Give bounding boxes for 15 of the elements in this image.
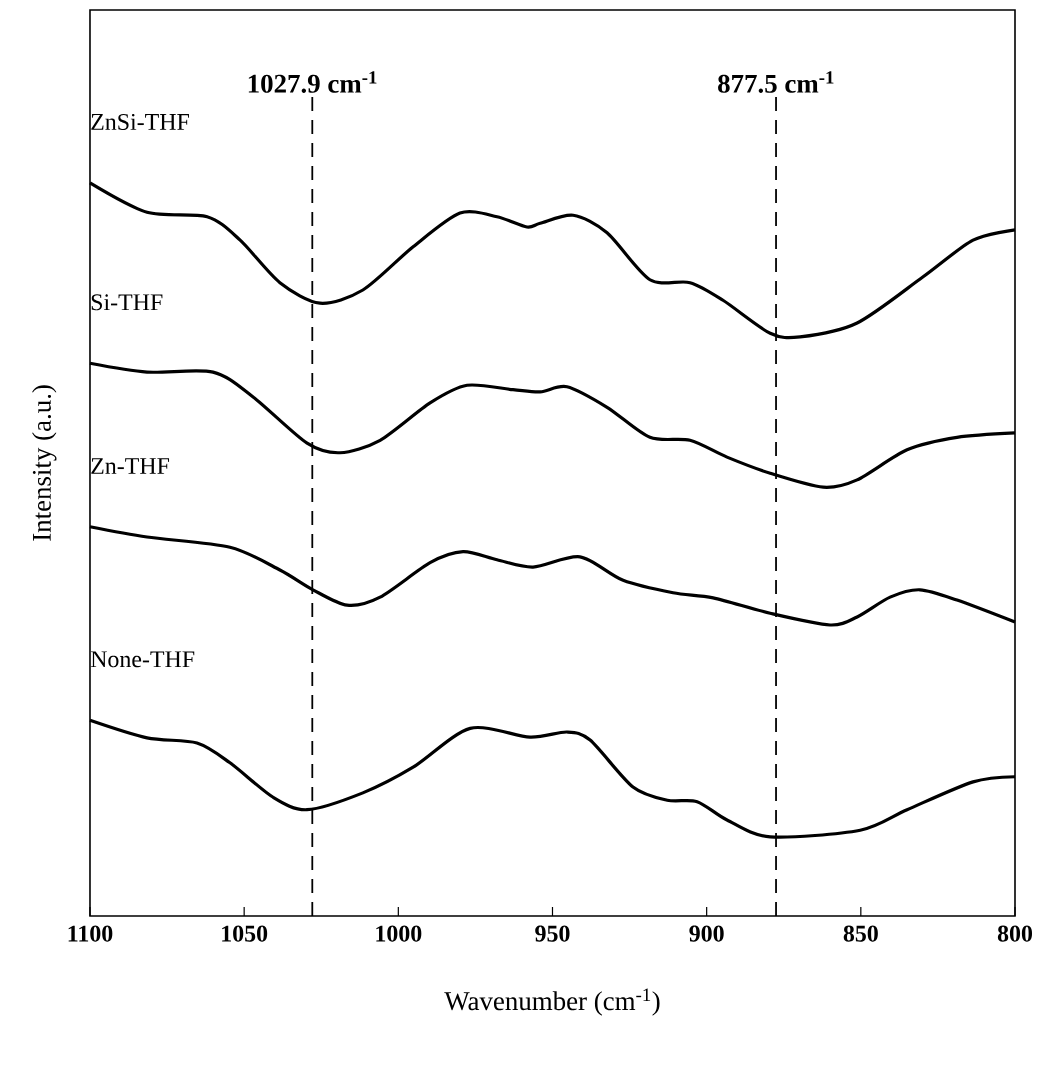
x-axis-title: Wavenumber (cm$^{-1}$) bbox=[444, 988, 660, 1016]
x-tick-label: 950 bbox=[535, 925, 570, 942]
y-axis-title: Intensity (a.u.) bbox=[31, 385, 57, 541]
x-tick-label: 1100 bbox=[68, 925, 113, 942]
ref-line-label: 877.5 cm$^{-1}$ bbox=[718, 71, 834, 93]
text: Si-THF bbox=[91, 294, 163, 311]
x-tick-label: 1050 bbox=[222, 925, 268, 942]
x-tick-label: 800 bbox=[997, 925, 1033, 942]
text: ZnSi-THF bbox=[91, 113, 189, 131]
x-tick-label: 900 bbox=[689, 925, 724, 942]
x-tick-label: 850 bbox=[843, 925, 878, 942]
text: Zn-THF bbox=[91, 458, 170, 474]
x-tick-label: 1000 bbox=[376, 925, 422, 942]
ref-line-label: 1027.9 cm$^{-1}$ bbox=[248, 71, 377, 93]
text: None-THF bbox=[90, 651, 195, 668]
